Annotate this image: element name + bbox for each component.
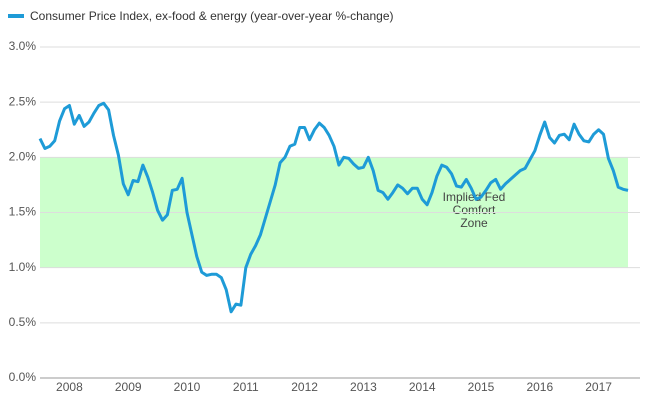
x-tick-label: 2010 [174,380,201,394]
x-tick-label: 2012 [291,380,318,394]
legend-label: Consumer Price Index, ex-food & energy (… [30,9,394,23]
x-tick-label: 2016 [526,380,553,394]
y-tick-label: 0.0% [9,370,37,384]
x-tick-label: 2017 [585,380,612,394]
y-tick-label: 1.0% [9,260,37,274]
x-tick-label: 2009 [115,380,142,394]
x-tick-label: 2014 [409,380,436,394]
series-line [38,101,629,314]
y-tick-label: 2.5% [9,94,37,108]
y-tick-label: 0.5% [9,315,37,329]
x-tick-label: 2008 [56,380,83,394]
band-label: Comfort [453,203,496,217]
x-tick-label: 2013 [350,380,377,394]
x-tick-label: 2011 [233,380,259,394]
y-tick-label: 3.0% [9,39,37,53]
y-tick-label: 1.5% [9,205,37,219]
x-tick-label: 2015 [468,380,495,394]
y-tick-label: 2.0% [9,150,37,164]
band-label: Zone [460,216,488,230]
